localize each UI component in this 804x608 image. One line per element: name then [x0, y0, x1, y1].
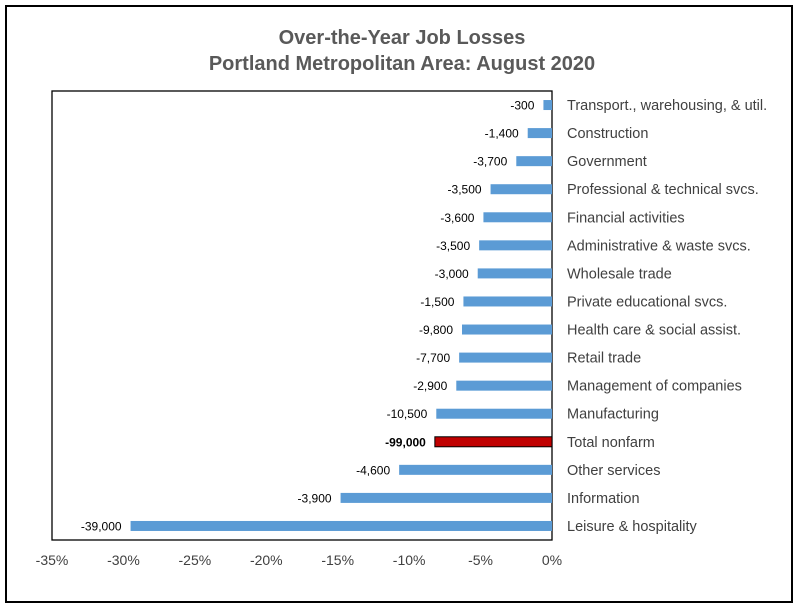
- data-label-2: -1,400: [485, 127, 519, 141]
- data-label-4: -3,500: [448, 183, 482, 197]
- data-label-11: -2,900: [413, 379, 447, 393]
- data-label-3: -3,700: [473, 155, 507, 169]
- bar-2: [527, 128, 552, 139]
- data-label-16: -39,000: [81, 519, 122, 533]
- category-label-8: Private educational svcs.: [567, 294, 727, 310]
- category-label-13: Total nonfarm: [567, 435, 655, 451]
- data-label-6: -3,500: [436, 239, 470, 253]
- plot-area: [51, 90, 553, 541]
- category-label-6: Administrative & waste svcs.: [567, 238, 751, 254]
- data-label-8: -1,500: [420, 295, 454, 309]
- category-label-2: Construction: [567, 126, 648, 142]
- category-label-7: Wholesale trade: [567, 266, 672, 282]
- data-label-15: -3,900: [298, 491, 332, 505]
- data-label-13: -99,000: [385, 435, 426, 449]
- bar-4: [490, 184, 552, 195]
- x-tick-label-8: 0%: [542, 552, 562, 568]
- bar-3: [516, 156, 552, 167]
- bar-15: [340, 492, 552, 503]
- bar-5: [483, 212, 552, 223]
- bar-9: [462, 324, 552, 335]
- data-label-9: -9,800: [419, 323, 453, 337]
- category-label-10: Retail trade: [567, 351, 641, 367]
- chart-title: Over-the-Year Job Losses: [278, 27, 526, 49]
- x-tick-label-3: -25%: [179, 552, 212, 568]
- x-tick-label-5: -15%: [321, 552, 354, 568]
- data-label-1: -300: [510, 99, 534, 113]
- bar-8: [463, 296, 552, 307]
- category-label-16: Leisure & hospitality: [567, 519, 698, 535]
- category-label-4: Professional & technical svcs.: [567, 182, 759, 198]
- x-tick-label-7: -5%: [468, 552, 493, 568]
- data-label-5: -3,600: [440, 211, 474, 225]
- data-label-14: -4,600: [356, 463, 390, 477]
- category-label-12: Manufacturing: [567, 407, 659, 423]
- data-label-12: -10,500: [387, 407, 428, 421]
- x-tick-label-1: -35%: [36, 552, 69, 568]
- chart-frame: [5, 5, 793, 603]
- data-label-7: -3,000: [435, 267, 469, 281]
- bar-1: [543, 100, 552, 111]
- bar-14: [399, 464, 552, 475]
- bar-10: [459, 352, 552, 363]
- category-label-11: Management of companies: [567, 379, 742, 395]
- x-tick-label-4: -20%: [250, 552, 283, 568]
- bar-13: [434, 436, 553, 448]
- category-label-9: Health care & social assist.: [567, 323, 741, 339]
- data-label-10: -7,700: [416, 351, 450, 365]
- category-label-1: Transport., warehousing, & util.: [567, 98, 767, 114]
- bar-12: [436, 408, 552, 419]
- x-tick-label-6: -10%: [393, 552, 426, 568]
- x-tick-label-2: -30%: [107, 552, 140, 568]
- chart-subtitle: Portland Metropolitan Area: August 2020: [208, 53, 596, 75]
- bar-16: [130, 520, 553, 531]
- category-label-5: Financial activities: [567, 210, 685, 226]
- bar-11: [456, 380, 552, 391]
- category-label-14: Other services: [567, 463, 660, 479]
- category-label-3: Government: [567, 154, 647, 170]
- bar-6: [479, 240, 552, 251]
- bar-7: [477, 268, 552, 279]
- category-label-15: Information: [567, 491, 640, 507]
